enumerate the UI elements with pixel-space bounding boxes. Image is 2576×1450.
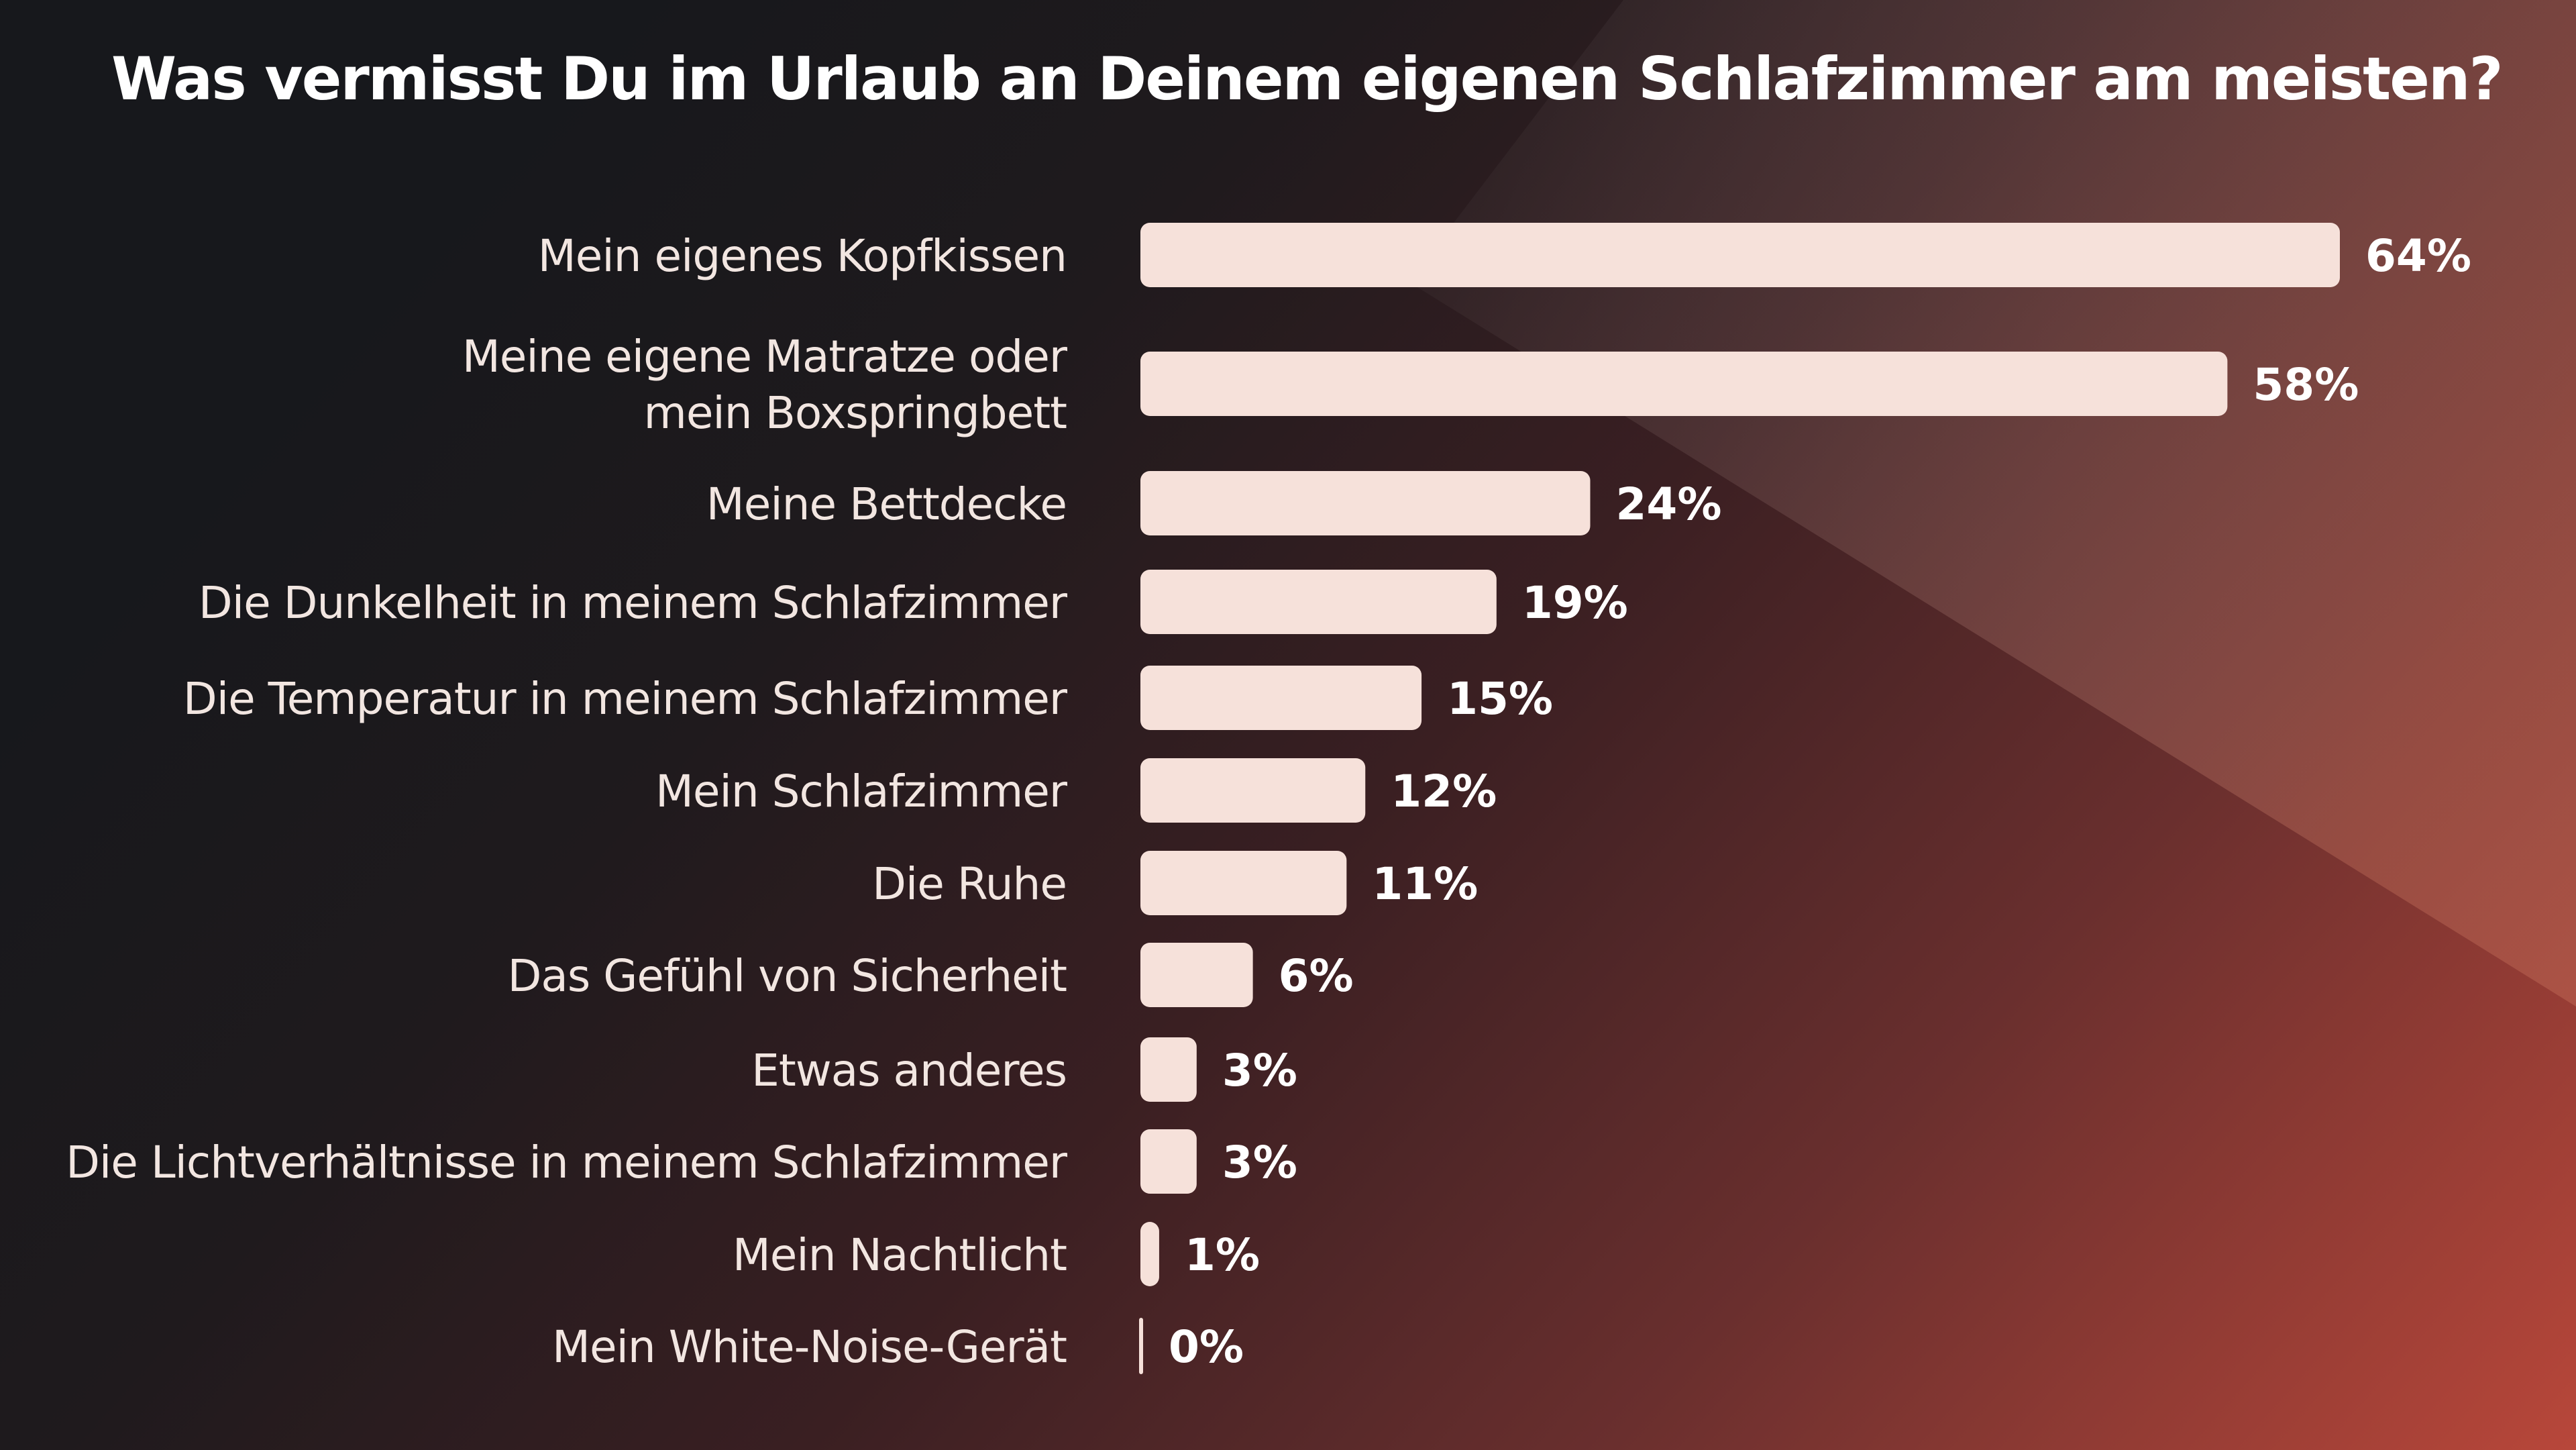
category-label: Mein eigenes Kopfkissen [538, 230, 1067, 282]
value-label: 3% [1222, 1137, 1297, 1188]
bar [1140, 352, 2228, 416]
value-label: 12% [1391, 766, 1497, 817]
bar [1140, 666, 1422, 730]
bars-layer: Mein eigenes Kopfkissen 64% Meine eigene M… [66, 223, 2471, 1374]
category-label: Mein White-Noise-Gerät [552, 1321, 1067, 1373]
category-label-line: Mein Nachtlicht [733, 1229, 1067, 1281]
category-label: Die Temperatur in meinem Schlafzimmer [183, 673, 1068, 725]
category-label: Mein Nachtlicht [733, 1229, 1067, 1281]
value-label: 24% [1616, 478, 1722, 530]
chart-title: Was vermisst Du im Urlaub an Deinem eige… [111, 44, 2504, 113]
category-label-line: Etwas anderes [751, 1045, 1067, 1096]
value-label: 6% [1279, 950, 1354, 1002]
category-label: Meine eigene Matratze oder mein Boxspring… [462, 331, 1068, 439]
category-label-line: Die Lichtverhältnisse in meinem Schlafzi… [66, 1137, 1068, 1188]
bar [1140, 851, 1347, 915]
category-label: Die Ruhe [872, 858, 1067, 910]
category-label-line: Die Ruhe [872, 858, 1067, 910]
value-label: 19% [1522, 577, 1628, 629]
category-label-line: Mein White-Noise-Gerät [552, 1321, 1067, 1373]
category-label-line: mein Boxspringbett [644, 387, 1067, 439]
value-label: 11% [1372, 858, 1478, 910]
category-label-line: Das Gefühl von Sicherheit [508, 950, 1067, 1002]
value-label: 58% [2253, 359, 2359, 411]
category-label-line: Meine eigene Matratze oder [462, 331, 1068, 382]
category-label-line: Die Dunkelheit in meinem Schlafzimmer [199, 577, 1068, 629]
bar [1140, 1129, 1197, 1194]
category-label-line: Mein Schlafzimmer [655, 766, 1068, 817]
bar [1140, 1037, 1197, 1102]
bar [1140, 758, 1366, 823]
category-label: Meine Bettdecke [706, 478, 1067, 530]
category-label: Das Gefühl von Sicherheit [508, 950, 1067, 1002]
category-label-line: Die Temperatur in meinem Schlafzimmer [183, 673, 1068, 725]
category-label: Etwas anderes [751, 1045, 1067, 1096]
value-label: 1% [1185, 1229, 1260, 1281]
value-label: 0% [1169, 1321, 1244, 1373]
bar [1140, 471, 1591, 535]
value-label: 64% [2365, 230, 2471, 282]
value-label: 3% [1222, 1045, 1297, 1096]
bar [1140, 1222, 1159, 1286]
bar [1140, 570, 1497, 634]
bar [1140, 943, 1253, 1007]
value-label: 15% [1447, 673, 1553, 725]
category-label-line: Meine Bettdecke [706, 478, 1067, 530]
category-label: Die Dunkelheit in meinem Schlafzimmer [199, 577, 1068, 629]
category-label-line: Mein eigenes Kopfkissen [538, 230, 1067, 282]
category-label: Mein Schlafzimmer [655, 766, 1068, 817]
bar [1139, 1318, 1143, 1374]
bar [1140, 223, 2340, 287]
category-label: Die Lichtverhältnisse in meinem Schlafzi… [66, 1137, 1068, 1188]
